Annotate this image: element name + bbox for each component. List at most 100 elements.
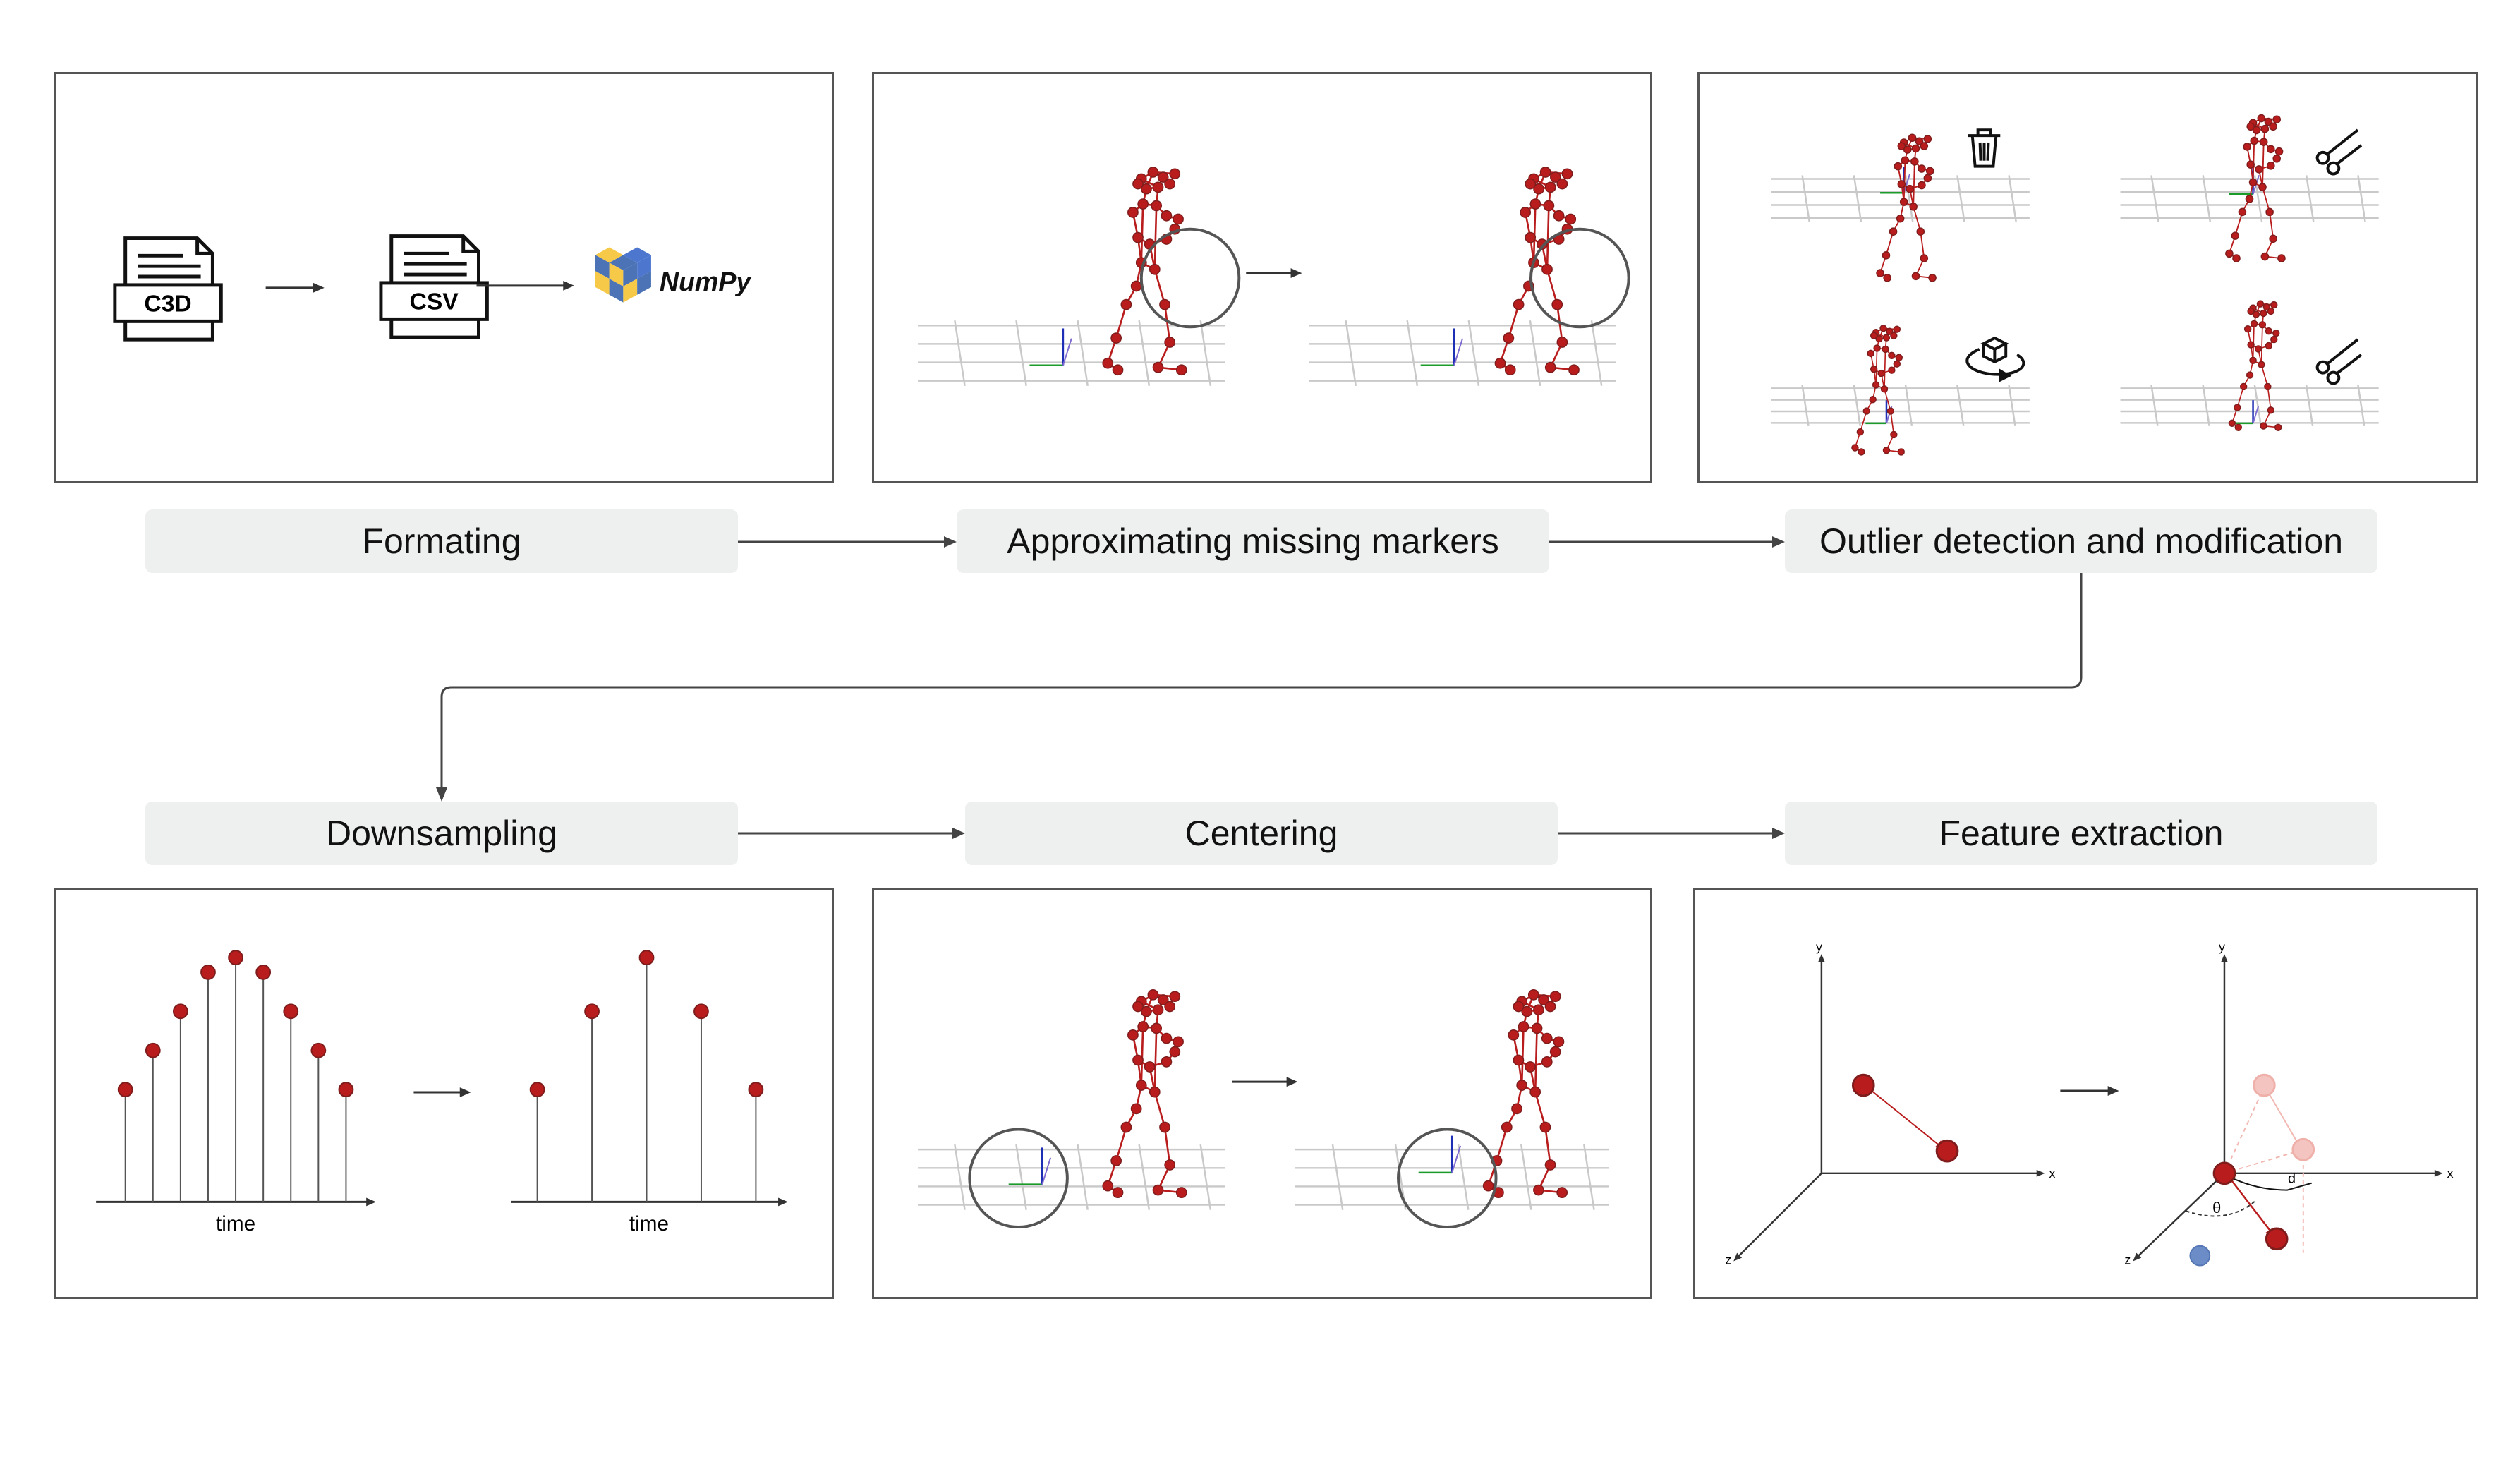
skeleton-marker [1869,396,1877,404]
skeleton-marker [1120,1121,1132,1133]
skeleton-uncentered [918,989,1225,1210]
skeleton-marker [1903,145,1912,154]
marker-joint-a [1851,1073,1875,1097]
skeleton-marker [1539,1121,1551,1133]
skeleton-marker [1175,364,1187,376]
skeleton-marker [1870,332,1878,339]
skeleton-marker [1161,1032,1173,1044]
floor-grid-line [954,320,966,386]
skeleton-marker [1911,144,1920,153]
csv-file-icon: CSV [379,234,489,339]
skeleton-marker [1482,1180,1494,1192]
skeleton-marker [1164,178,1176,190]
skeleton-marker [2248,178,2258,187]
skeleton-marker [2274,423,2282,431]
outlier-panel [1697,72,2478,483]
step-formatting: Formating [145,509,738,573]
outlier-grid-4 [2120,300,2379,431]
skeleton-marker [2250,136,2259,145]
skeleton-marker [1893,325,1901,333]
axis-x-label-2: x [2447,1166,2454,1180]
downsampling-panel: time time [54,888,834,1299]
origin-highlight-after [1397,1128,1498,1229]
skeleton-marker [1553,210,1565,222]
skeleton-marker [1916,227,1925,236]
floor-grid-line [1457,1144,1470,1210]
skeleton-marker [1516,1080,1528,1091]
skeleton-marker [2260,124,2270,133]
skeleton-marker [1561,168,1573,180]
skeleton-marker [1152,1184,1164,1196]
floor-grid-line [1529,320,1541,386]
skeleton-marker [1169,168,1181,180]
skeleton-marker [1508,1029,1520,1041]
floor-grid-line [1331,1144,1344,1210]
skeleton-marker [1151,1022,1163,1034]
step-feature: Feature extraction [1785,802,2377,865]
skeleton-marker [1157,171,1169,183]
original-sample [228,950,243,966]
time-label-original: time [216,1212,255,1236]
skeleton-marker [1529,198,1541,210]
skeleton-marker [2260,309,2267,318]
skeleton-marker [1918,181,1926,190]
skeleton-marker [2267,145,2275,154]
step-approximating: Approximating missing markers [957,509,1549,573]
feature-panel: y x z y x z θ [1693,888,2478,1299]
skeleton-marker [2252,126,2261,135]
skeleton-marker [1923,174,1932,183]
skeleton-marker [1175,1187,1187,1199]
scissors-icon [2315,338,2363,385]
skeleton-marker [1152,361,1164,373]
downsampled-sample [584,1003,600,1020]
skeleton-marker [2232,254,2241,262]
skeleton-marker [1910,157,1919,166]
floor-grid-line [1199,1144,1212,1210]
skeleton-marker [1120,298,1132,310]
skeleton-marker [1110,1155,1122,1166]
skeleton-marker [1556,337,1568,348]
skeleton-marker [2228,419,2236,428]
skeleton-marker [1541,263,1553,275]
skeleton-marker [1856,428,1865,436]
formatting-panel: C3D CSV NumPy [54,72,834,483]
skeleton-marker [1858,448,1865,456]
skeleton-marker [1549,991,1561,1003]
skeleton-marker [1906,184,1914,193]
skeleton-marker [1862,407,1870,415]
skeleton-centered [1295,989,1609,1210]
skeleton-marker [1870,365,1878,373]
step-outlier: Outlier detection and modification [1785,509,2377,573]
skeleton-marker [1876,269,1884,277]
original-sample [310,1042,327,1058]
floor-grid-line [2150,175,2159,222]
csv-label: CSV [410,289,459,315]
skeleton-marker [1896,214,1905,223]
skeleton-marker [1102,1180,1114,1192]
skeleton-marker [1144,1061,1156,1073]
trash-icon [1968,128,2001,168]
scissors-icon [2315,128,2363,176]
skeleton-marker [1518,1021,1529,1032]
floor-grid-line [1199,320,1212,386]
skeleton-marker [1541,1032,1553,1044]
floor-grid-line [2202,175,2212,222]
skeleton-marker [2243,325,2252,333]
skeleton-marker [1161,1056,1173,1068]
skeleton-marker [2257,114,2266,123]
skeleton-marker [1161,210,1173,222]
skeleton-marker [1544,181,1556,193]
skeleton-marker [1164,1159,1176,1171]
skeleton-marker [1533,1184,1544,1196]
skeleton-marker [1880,385,1889,393]
skeleton-marker [2234,423,2242,431]
floor-grid-line [1467,320,1480,386]
skeleton-marker [2246,371,2254,379]
skeleton-marker [1899,198,1908,206]
skeleton-marker [1164,337,1176,348]
skeleton-marker [1137,1021,1149,1032]
floor-grid-line [2357,175,2366,222]
floor-grid-line [1406,320,1419,386]
skeleton-marker [1920,142,1929,150]
skeleton-marker [2267,162,2275,170]
